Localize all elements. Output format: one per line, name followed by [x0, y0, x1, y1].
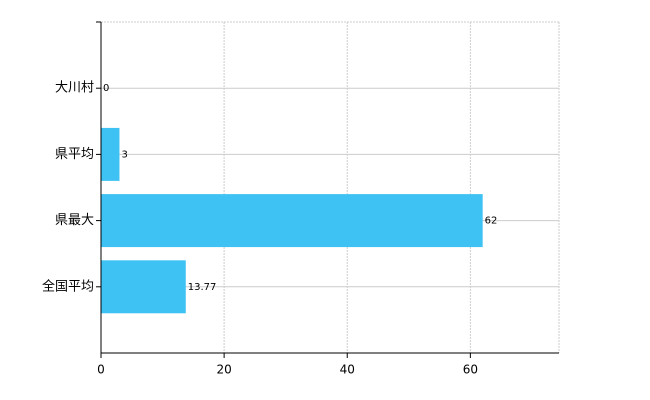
bar [101, 260, 186, 314]
x-tick-label: 60 [463, 363, 478, 377]
value-label: 0 [103, 83, 109, 94]
y-tick-label: 県平均 [55, 147, 94, 162]
y-tick-label: 大川村 [55, 81, 94, 96]
bar [101, 127, 120, 181]
x-tick-label: 20 [216, 363, 231, 377]
y-tick-label: 全国平均 [42, 278, 94, 294]
bar [101, 194, 483, 248]
x-tick-label: 0 [97, 363, 105, 377]
value-label: 62 [485, 216, 498, 227]
y-tick-label: 県最大 [55, 213, 94, 228]
value-label: 13.77 [188, 282, 217, 293]
value-label: 3 [121, 149, 127, 160]
x-tick-label: 40 [340, 363, 355, 377]
